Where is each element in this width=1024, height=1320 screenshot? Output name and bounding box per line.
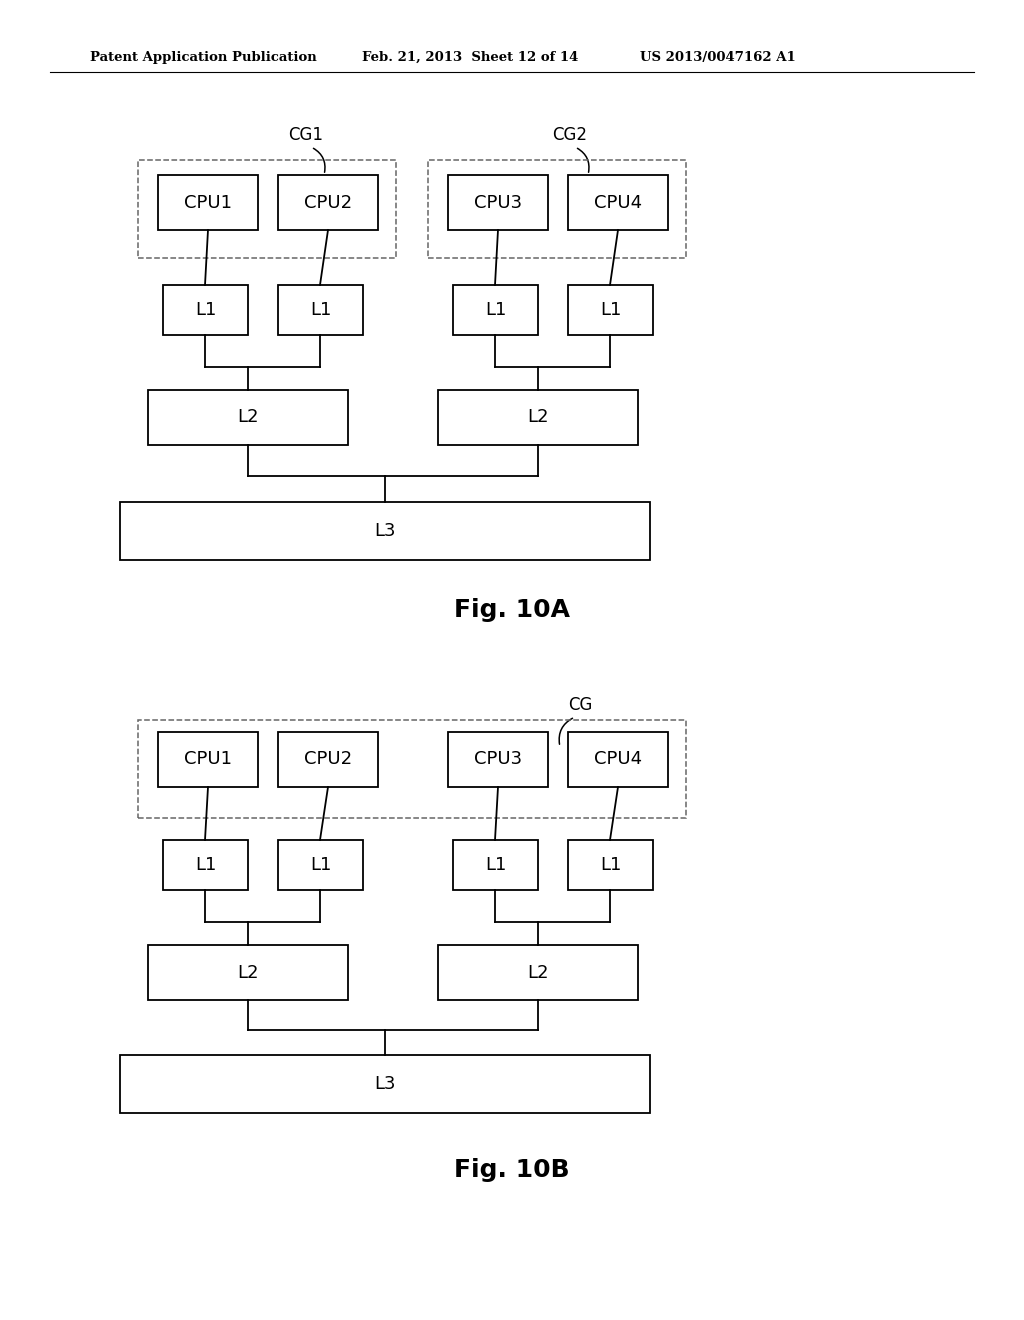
Text: L1: L1 bbox=[484, 855, 506, 874]
Text: CPU1: CPU1 bbox=[184, 751, 232, 768]
Bar bbox=[158, 176, 258, 230]
Text: L2: L2 bbox=[527, 964, 549, 982]
Bar bbox=[568, 840, 653, 890]
Text: Patent Application Publication: Patent Application Publication bbox=[90, 50, 316, 63]
Bar bbox=[278, 176, 378, 230]
Text: US 2013/0047162 A1: US 2013/0047162 A1 bbox=[640, 50, 796, 63]
Bar bbox=[449, 733, 548, 787]
Text: L2: L2 bbox=[238, 408, 259, 426]
Text: CPU1: CPU1 bbox=[184, 194, 232, 211]
Text: L1: L1 bbox=[195, 855, 216, 874]
Text: L3: L3 bbox=[374, 521, 395, 540]
Bar bbox=[148, 389, 348, 445]
Bar bbox=[120, 502, 650, 560]
Text: CG1: CG1 bbox=[289, 125, 324, 144]
Bar bbox=[163, 285, 248, 335]
Text: CPU4: CPU4 bbox=[594, 194, 642, 211]
Text: L1: L1 bbox=[484, 301, 506, 319]
Bar bbox=[428, 160, 686, 257]
Bar bbox=[453, 840, 538, 890]
Bar bbox=[158, 733, 258, 787]
Text: L1: L1 bbox=[195, 301, 216, 319]
Text: Fig. 10A: Fig. 10A bbox=[454, 598, 570, 622]
Bar bbox=[163, 840, 248, 890]
Bar bbox=[453, 285, 538, 335]
Text: L1: L1 bbox=[600, 301, 622, 319]
Bar bbox=[449, 176, 548, 230]
Bar bbox=[138, 160, 396, 257]
Bar bbox=[148, 945, 348, 1001]
Bar bbox=[568, 285, 653, 335]
Bar bbox=[568, 176, 668, 230]
Text: Fig. 10B: Fig. 10B bbox=[455, 1158, 569, 1181]
FancyArrowPatch shape bbox=[578, 148, 589, 173]
Text: Feb. 21, 2013  Sheet 12 of 14: Feb. 21, 2013 Sheet 12 of 14 bbox=[362, 50, 579, 63]
Text: L1: L1 bbox=[600, 855, 622, 874]
FancyArrowPatch shape bbox=[559, 718, 572, 744]
Bar bbox=[278, 285, 362, 335]
Text: L2: L2 bbox=[238, 964, 259, 982]
Text: CPU2: CPU2 bbox=[304, 194, 352, 211]
Bar bbox=[138, 719, 686, 818]
Text: L2: L2 bbox=[527, 408, 549, 426]
Text: CPU3: CPU3 bbox=[474, 751, 522, 768]
Bar bbox=[278, 733, 378, 787]
Text: CPU3: CPU3 bbox=[474, 194, 522, 211]
Bar bbox=[120, 1055, 650, 1113]
Bar bbox=[438, 945, 638, 1001]
Bar bbox=[438, 389, 638, 445]
FancyArrowPatch shape bbox=[313, 148, 325, 173]
Text: L1: L1 bbox=[310, 301, 331, 319]
Bar bbox=[568, 733, 668, 787]
Text: CPU4: CPU4 bbox=[594, 751, 642, 768]
Text: L1: L1 bbox=[310, 855, 331, 874]
Text: CPU2: CPU2 bbox=[304, 751, 352, 768]
Text: CG: CG bbox=[568, 696, 592, 714]
Text: L3: L3 bbox=[374, 1074, 395, 1093]
Text: CG2: CG2 bbox=[553, 125, 588, 144]
Bar bbox=[278, 840, 362, 890]
